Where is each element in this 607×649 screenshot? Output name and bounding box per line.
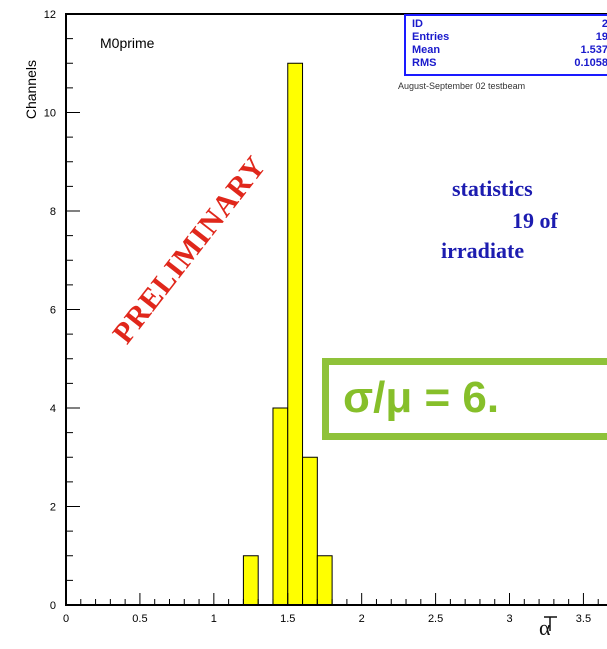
x-tick-label: 0 <box>63 613 69 625</box>
stats-row-id: ID 2 <box>412 18 607 30</box>
stats-label: ID <box>412 18 423 30</box>
note-line-1: statistics <box>452 176 533 201</box>
stats-label: RMS <box>412 57 437 69</box>
stats-row-mean: Mean 1.537 <box>412 44 607 56</box>
x-tick-label: 2.5 <box>428 613 443 625</box>
x-tick-label: 3 <box>506 613 512 625</box>
y-tick-label: 12 <box>44 9 56 21</box>
result-box: σ/μ = 6. <box>322 358 607 440</box>
stats-row-entries: Entries 19 <box>412 31 607 43</box>
histogram-bar-2 <box>287 62 304 606</box>
histogram-bars <box>242 62 333 606</box>
x-tick-label: 3.5 <box>576 613 591 625</box>
histogram-bar-4 <box>316 555 333 606</box>
alpha-axis-symbol: α <box>539 615 557 640</box>
x-tick-label: 1 <box>211 613 217 625</box>
x-tick-label: 1.5 <box>280 613 295 625</box>
testbeam-annotation: August-September 02 testbeam <box>398 81 526 91</box>
stats-value: 2 <box>601 18 607 30</box>
y-tick-label: 10 <box>44 108 56 120</box>
stats-label: Mean <box>412 44 441 56</box>
histogram-bar-0 <box>242 555 259 606</box>
stats-label: Entries <box>412 31 450 43</box>
y-axis-label: Channels <box>23 60 39 119</box>
stats-row-rms: RMS 0.1058 <box>412 57 607 69</box>
y-tick-label: 2 <box>50 502 56 514</box>
stats-value: 0.1058 <box>574 57 607 69</box>
y-tick-label: 6 <box>50 305 56 317</box>
svg-text:α: α <box>539 615 551 640</box>
y-tick-label: 4 <box>50 403 56 415</box>
y-axis-ticks: 0 2 4 6 8 10 12 <box>44 9 80 612</box>
x-axis-ticks: 0 0.5 1 1.5 2 2.5 3 3.5 <box>63 593 599 625</box>
result-text: σ/μ = 6. <box>343 373 500 422</box>
histogram-bar-1 <box>272 407 289 606</box>
note-line-3: irradiate <box>441 238 525 263</box>
histogram-bar-3 <box>302 456 318 606</box>
stats-value: 1.537 <box>580 44 607 56</box>
note-line-2: 19 of <box>512 208 558 233</box>
x-tick-label: 2 <box>359 613 365 625</box>
x-tick-label: 0.5 <box>132 613 147 625</box>
statistics-box: ID 2 Entries 19 Mean 1.537 RMS 0.1058 <box>404 14 607 76</box>
y-tick-label: 8 <box>50 206 56 218</box>
y-tick-label: 0 <box>50 600 56 612</box>
histogram-title: M0prime <box>100 35 155 51</box>
stats-value: 19 <box>595 31 607 43</box>
